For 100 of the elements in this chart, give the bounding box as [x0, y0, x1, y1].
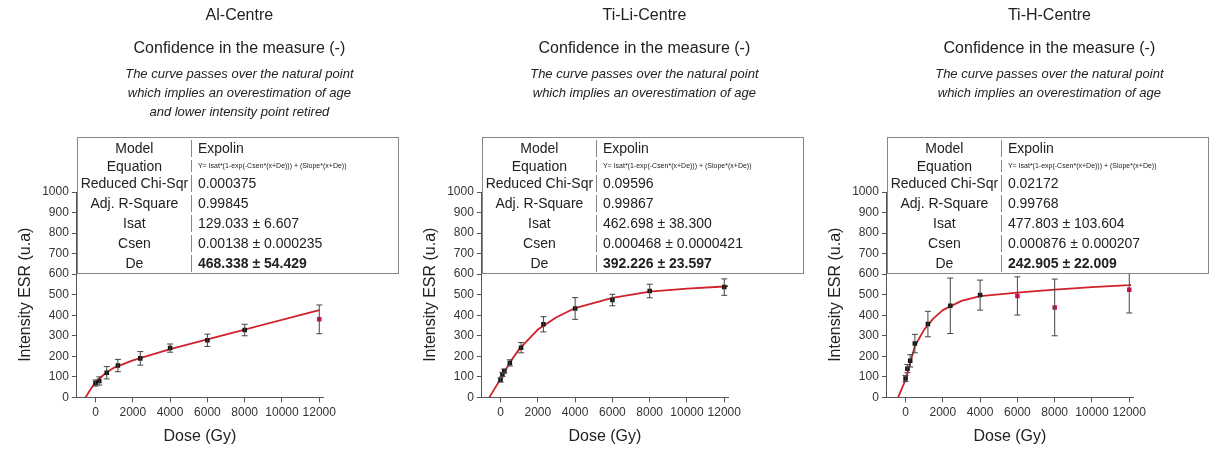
annotation: 468.338 ± 54.429 [196, 254, 308, 272]
y-axis-title: Intensity ESR (u.a) [16, 227, 34, 362]
x-tick-label: 12000 [1112, 404, 1147, 419]
annotation: 0.000876 ± 0.000207 [1006, 234, 1142, 252]
text: Reduced Chi-Sqr [887, 174, 1002, 192]
x-tick-label: 6000 [1004, 404, 1032, 419]
chart-title: Ti-Li-Centre [601, 6, 688, 24]
text: Equation [482, 157, 597, 174]
annotation: Adj. R-Square [77, 194, 192, 212]
y-tick-label: 500 [858, 287, 880, 302]
annotation: 0.99867 [601, 194, 655, 212]
text: Model [482, 139, 597, 157]
x-tick-label: 8000 [1041, 404, 1069, 419]
x-tick-label: 4000 [561, 404, 589, 419]
annotation: 477.803 ± 103.604 [1006, 214, 1126, 232]
y-axis-title: Intensity ESR (u.a) [826, 227, 844, 362]
y-tick-label: 0 [467, 389, 475, 404]
annotation: Isat [77, 214, 192, 232]
text: Expolin [1006, 139, 1055, 157]
y-tick-label: 500 [453, 287, 475, 302]
x-tick-label: 4000 [156, 404, 184, 419]
x-tick-label: 6000 [599, 404, 627, 419]
annotation: 392.226 ± 23.597 [601, 254, 713, 272]
annotation: De [482, 254, 597, 272]
y-tick-label: 600 [453, 266, 475, 281]
y-tick-label: 300 [453, 328, 475, 343]
y-tick-label: 100 [858, 369, 880, 384]
text: Equation [887, 157, 1002, 174]
text: The curve passes over the natural point which implies an overestimation of age [529, 65, 760, 102]
annotation: Adj. R-Square [482, 194, 597, 212]
text: The curve passes over the natural point which implies an overestimation of age [934, 65, 1165, 102]
x-axis-title: Dose (Gy) [163, 426, 237, 444]
y-tick-label: 400 [453, 307, 475, 322]
text: Expolin [601, 139, 650, 157]
y-tick-label: 200 [48, 348, 70, 363]
y-tick-label: 700 [858, 245, 880, 260]
y-tick-label: 600 [48, 266, 70, 281]
y-tick-label: 0 [62, 389, 70, 404]
chart-subtitle: Confidence in the measure (-) [942, 39, 1157, 57]
x-tick-label: 0 [902, 404, 910, 419]
chart-title: Al-Centre [204, 6, 275, 24]
x-tick-label: 10000 [265, 404, 299, 419]
text: Model [887, 139, 1002, 157]
text: The curve passes over the natural point which implies an overestimation of age and lower intensity point retired [124, 65, 355, 121]
y-tick-label: 700 [453, 245, 475, 260]
y-tick-label: 1000 [42, 184, 70, 199]
x-tick-label: 10000 [1075, 404, 1109, 419]
y-tick-label: 0 [872, 389, 880, 404]
y-tick-label: 800 [48, 225, 70, 240]
y-tick-label: 900 [858, 204, 880, 219]
y-tick-label: 600 [858, 266, 880, 281]
annotation: Adj. R-Square [887, 194, 1002, 212]
x-tick-label: 12000 [707, 404, 742, 419]
x-axis-title: Dose (Gy) [973, 426, 1047, 444]
y-tick-label: 100 [48, 369, 70, 384]
y-tick-label: 800 [858, 225, 880, 240]
text: Expolin [196, 139, 245, 157]
x-axis-title: Dose (Gy) [568, 426, 642, 444]
y-tick-label: 400 [858, 307, 880, 322]
text: Equation [77, 157, 192, 174]
annotation: 0.000468 ± 0.0000421 [601, 234, 744, 252]
annotation: De [887, 254, 1002, 272]
chart-subtitle: Confidence in the measure (-) [132, 39, 347, 57]
x-tick-label: 0 [92, 404, 100, 419]
x-tick-label: 8000 [231, 404, 259, 419]
annotation: Csen [887, 234, 1002, 252]
text: 0.02172 [1006, 174, 1060, 192]
y-tick-label: 200 [858, 348, 880, 363]
y-tick-label: 800 [453, 225, 475, 240]
x-tick-label: 2000 [524, 404, 552, 419]
y-tick-label: 1000 [852, 184, 880, 199]
y-axis-title: Intensity ESR (u.a) [421, 227, 439, 362]
y-tick-label: 1000 [447, 184, 475, 199]
annotation: Isat [482, 214, 597, 232]
text: Reduced Chi-Sqr [482, 174, 597, 192]
y-tick-label: 100 [453, 369, 475, 384]
x-tick-label: 8000 [636, 404, 664, 419]
x-tick-label: 2000 [119, 404, 147, 419]
text: 0.09596 [601, 174, 655, 192]
annotation: 242.905 ± 22.009 [1006, 254, 1118, 272]
x-tick-label: 6000 [194, 404, 222, 419]
text: 0.000375 [196, 174, 258, 192]
annotation: 0.99768 [1006, 194, 1060, 212]
text: Reduced Chi-Sqr [77, 174, 192, 192]
y-tick-label: 700 [48, 245, 70, 260]
y-tick-label: 900 [453, 204, 475, 219]
chart-title: Ti-H-Centre [1006, 6, 1092, 24]
annotation: Csen [77, 234, 192, 252]
text: Model [77, 139, 192, 157]
annotation: De [77, 254, 192, 272]
x-tick-label: 4000 [966, 404, 994, 419]
chart-subtitle: Confidence in the measure (-) [537, 39, 752, 57]
x-tick-label: 12000 [302, 404, 337, 419]
annotation: Csen [482, 234, 597, 252]
annotation: 462.698 ± 38.300 [601, 214, 713, 232]
y-tick-label: 500 [48, 287, 70, 302]
y-tick-label: 300 [858, 328, 880, 343]
y-tick-label: 200 [453, 348, 475, 363]
y-tick-label: 400 [48, 307, 70, 322]
y-tick-label: 300 [48, 328, 70, 343]
